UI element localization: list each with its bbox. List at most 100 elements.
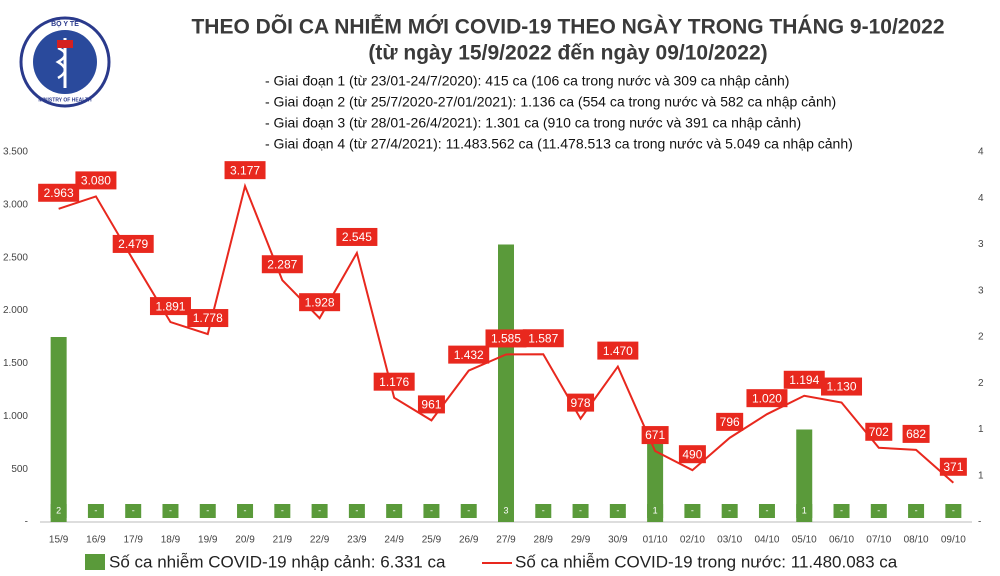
- line-value-label: 2.545: [342, 230, 372, 244]
- label-box: [336, 227, 378, 246]
- bar-value-label: -: [840, 505, 843, 515]
- x-tick-label: 23/9: [347, 535, 367, 546]
- x-tick-label: 24/9: [384, 535, 404, 546]
- bar-value-label: -: [915, 505, 918, 515]
- bar-value-label: -: [94, 505, 97, 515]
- label-box: [902, 424, 930, 443]
- label-box: [38, 183, 80, 202]
- line-value-label: 1.432: [454, 348, 484, 362]
- x-tick-label: 15/9: [49, 535, 69, 546]
- bar-value-label: -: [467, 505, 470, 515]
- line-value-label: 961: [421, 398, 441, 412]
- x-tick-label: 29/9: [571, 535, 591, 546]
- label-box: [149, 297, 191, 316]
- label-box: [865, 422, 893, 441]
- line-value-label: 371: [943, 460, 963, 474]
- y2-tick-label: 3: [978, 239, 984, 250]
- line-value-label: 2.287: [267, 257, 297, 271]
- y-tick-label: 500: [11, 464, 28, 475]
- bar-value-label: -: [281, 505, 284, 515]
- logo-snake: [55, 46, 67, 80]
- logo-cross: [57, 40, 73, 48]
- chart-title: THEO DÕI CA NHIỄM MỚI COVID-19 THEO NGÀY…: [191, 15, 944, 39]
- bar-value-label: -: [616, 505, 619, 515]
- x-tick-label: 22/9: [310, 535, 330, 546]
- x-tick-label: 03/10: [717, 535, 742, 546]
- label-box: [522, 329, 564, 348]
- y-tick-label: 1.000: [3, 411, 28, 422]
- x-tick-label: 21/9: [273, 535, 293, 546]
- y2-tick-label: 2: [978, 332, 984, 343]
- bar-value-label: -: [728, 505, 731, 515]
- label-box: [597, 341, 639, 360]
- line-value-label: 1.891: [155, 299, 185, 313]
- bar-value-label: 2: [56, 505, 61, 515]
- label-box: [199, 504, 216, 518]
- label-box: [417, 395, 445, 414]
- line-value-label: 3.177: [230, 163, 260, 177]
- line-value-label: 1.020: [752, 391, 782, 405]
- bar-value-label: -: [355, 505, 358, 515]
- y-tick-label: 2.000: [3, 305, 28, 316]
- bar: [498, 244, 514, 522]
- logo-text: BỘ Y TẾ: [51, 18, 79, 28]
- x-tick-label: 05/10: [792, 535, 817, 546]
- logo: BỘ Y TẾ MINISTRY OF HEALTH: [19, 16, 111, 108]
- label-box: [870, 504, 887, 518]
- label-box: [386, 504, 403, 518]
- y2-tick-label: 4: [978, 147, 984, 158]
- legend-label: Số ca nhiễm COVID-19 nhập cảnh: 6.331 ca: [109, 552, 446, 571]
- label-box: [348, 504, 365, 518]
- label-box: [572, 504, 589, 518]
- label-box: [684, 504, 701, 518]
- line-value-label: 1.587: [528, 331, 558, 345]
- y2-tick-label: 2: [978, 378, 984, 389]
- line-value-label: 490: [682, 447, 702, 461]
- y2-tick-label: 3: [978, 285, 984, 296]
- chart-subtitle: (từ ngày 15/9/2022 đến ngày 09/10/2022): [368, 42, 767, 65]
- label-box: [237, 504, 254, 518]
- label-box: [448, 345, 490, 364]
- line: [58, 182, 955, 484]
- label-box: [609, 504, 626, 518]
- label-box: [261, 255, 303, 274]
- label-box: [162, 504, 179, 518]
- logo-text: MINISTRY OF HEALTH: [38, 97, 92, 103]
- line-value-label: 796: [720, 415, 740, 429]
- x-tick-label: 09/10: [941, 535, 966, 546]
- line-value-label: 1.176: [379, 375, 409, 389]
- bar-value-label: -: [206, 505, 209, 515]
- bar-value-label: 1: [653, 505, 658, 515]
- label-box: [50, 504, 67, 518]
- label-box: [498, 504, 514, 518]
- x-tick-label: 26/9: [459, 535, 479, 546]
- label-box: [783, 370, 825, 389]
- y-tick-label: 3.500: [3, 147, 28, 158]
- bar-value-label: -: [244, 505, 247, 515]
- label-box: [796, 504, 813, 518]
- x-tick-label: 27/9: [496, 535, 516, 546]
- x-tick-label: 02/10: [680, 535, 705, 546]
- label-box: [641, 426, 669, 445]
- bar-value-label: -: [691, 505, 694, 515]
- x-tick-label: 06/10: [829, 535, 854, 546]
- line-value-label: 1.194: [789, 373, 819, 387]
- x-tick-label: 25/9: [422, 535, 442, 546]
- y2-tick-label: -: [978, 517, 981, 528]
- x-tick-label: 18/9: [161, 535, 181, 546]
- bar-value-label: -: [542, 505, 545, 515]
- line-value-label: 1.470: [603, 344, 633, 358]
- label-box: [423, 504, 440, 518]
- label-box: [721, 504, 738, 518]
- x-tick-label: 20/9: [235, 535, 255, 546]
- line-value-label: 702: [869, 425, 889, 439]
- line-value-label: 2.963: [44, 186, 74, 200]
- y-tick-label: 3.000: [3, 199, 28, 210]
- label-box: [87, 504, 104, 518]
- label-box: [678, 445, 706, 464]
- x-tick-label: 01/10: [643, 535, 668, 546]
- bar-value-label: -: [393, 505, 396, 515]
- label-box: [945, 504, 962, 518]
- bar-value-label: -: [579, 505, 582, 515]
- label-box: [112, 234, 154, 253]
